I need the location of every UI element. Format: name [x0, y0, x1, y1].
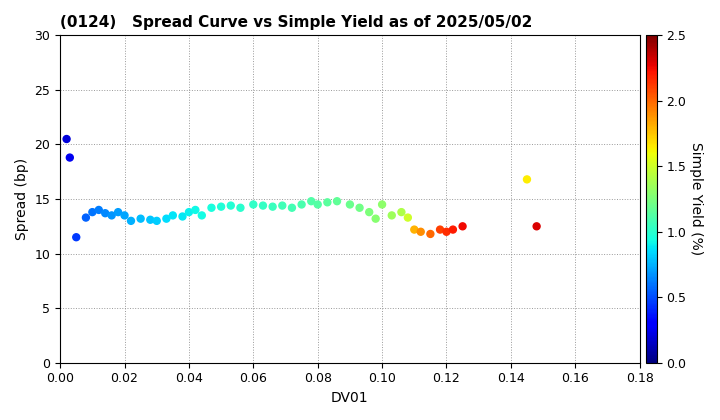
- Point: [119, 212, 130, 219]
- Point: [93, 207, 104, 213]
- Text: (0124)   Spread Curve vs Simple Yield as of 2025/05/02: (0124) Spread Curve vs Simple Yield as o…: [60, 15, 533, 30]
- Point: [183, 209, 194, 215]
- Point: [86, 209, 98, 215]
- Point: [125, 218, 137, 224]
- Point: [331, 198, 343, 205]
- Point: [60, 136, 72, 142]
- Point: [257, 202, 269, 209]
- Point: [531, 223, 542, 230]
- Point: [425, 231, 436, 237]
- X-axis label: DV01: DV01: [331, 391, 369, 405]
- Point: [248, 201, 259, 208]
- Point: [161, 215, 172, 222]
- Point: [112, 209, 124, 215]
- Point: [276, 202, 288, 209]
- Point: [434, 226, 446, 233]
- Point: [106, 212, 117, 219]
- Point: [296, 201, 307, 208]
- Y-axis label: Spread (bp): Spread (bp): [15, 158, 29, 240]
- Point: [364, 209, 375, 215]
- Point: [312, 201, 323, 208]
- Point: [225, 202, 237, 209]
- Y-axis label: Simple Yield (%): Simple Yield (%): [689, 142, 703, 256]
- Point: [71, 234, 82, 241]
- Point: [441, 228, 452, 235]
- Point: [521, 176, 533, 183]
- Point: [167, 212, 179, 219]
- Point: [305, 198, 317, 205]
- Point: [215, 203, 227, 210]
- Point: [286, 205, 297, 211]
- Point: [176, 213, 188, 220]
- Point: [344, 201, 356, 208]
- Point: [151, 218, 163, 224]
- Point: [267, 203, 279, 210]
- Point: [396, 209, 408, 215]
- Point: [235, 205, 246, 211]
- Point: [354, 205, 365, 211]
- Point: [145, 216, 156, 223]
- Point: [386, 212, 397, 219]
- Point: [370, 215, 382, 222]
- Point: [402, 214, 413, 221]
- Point: [206, 205, 217, 211]
- Point: [196, 212, 207, 219]
- Point: [80, 214, 91, 221]
- Point: [377, 201, 388, 208]
- Point: [99, 210, 111, 217]
- Point: [456, 223, 468, 230]
- Point: [64, 154, 76, 161]
- Point: [135, 215, 146, 222]
- Point: [415, 228, 426, 235]
- Point: [447, 226, 459, 233]
- Point: [189, 207, 201, 213]
- Point: [322, 199, 333, 206]
- Point: [408, 226, 420, 233]
